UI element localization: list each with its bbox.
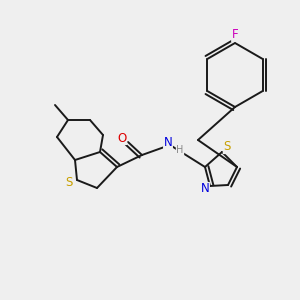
- Text: F: F: [232, 28, 238, 41]
- Text: S: S: [65, 176, 73, 190]
- Text: S: S: [223, 140, 231, 154]
- Text: O: O: [117, 131, 127, 145]
- Text: H: H: [176, 145, 184, 155]
- Text: N: N: [164, 136, 172, 149]
- Text: N: N: [201, 182, 209, 196]
